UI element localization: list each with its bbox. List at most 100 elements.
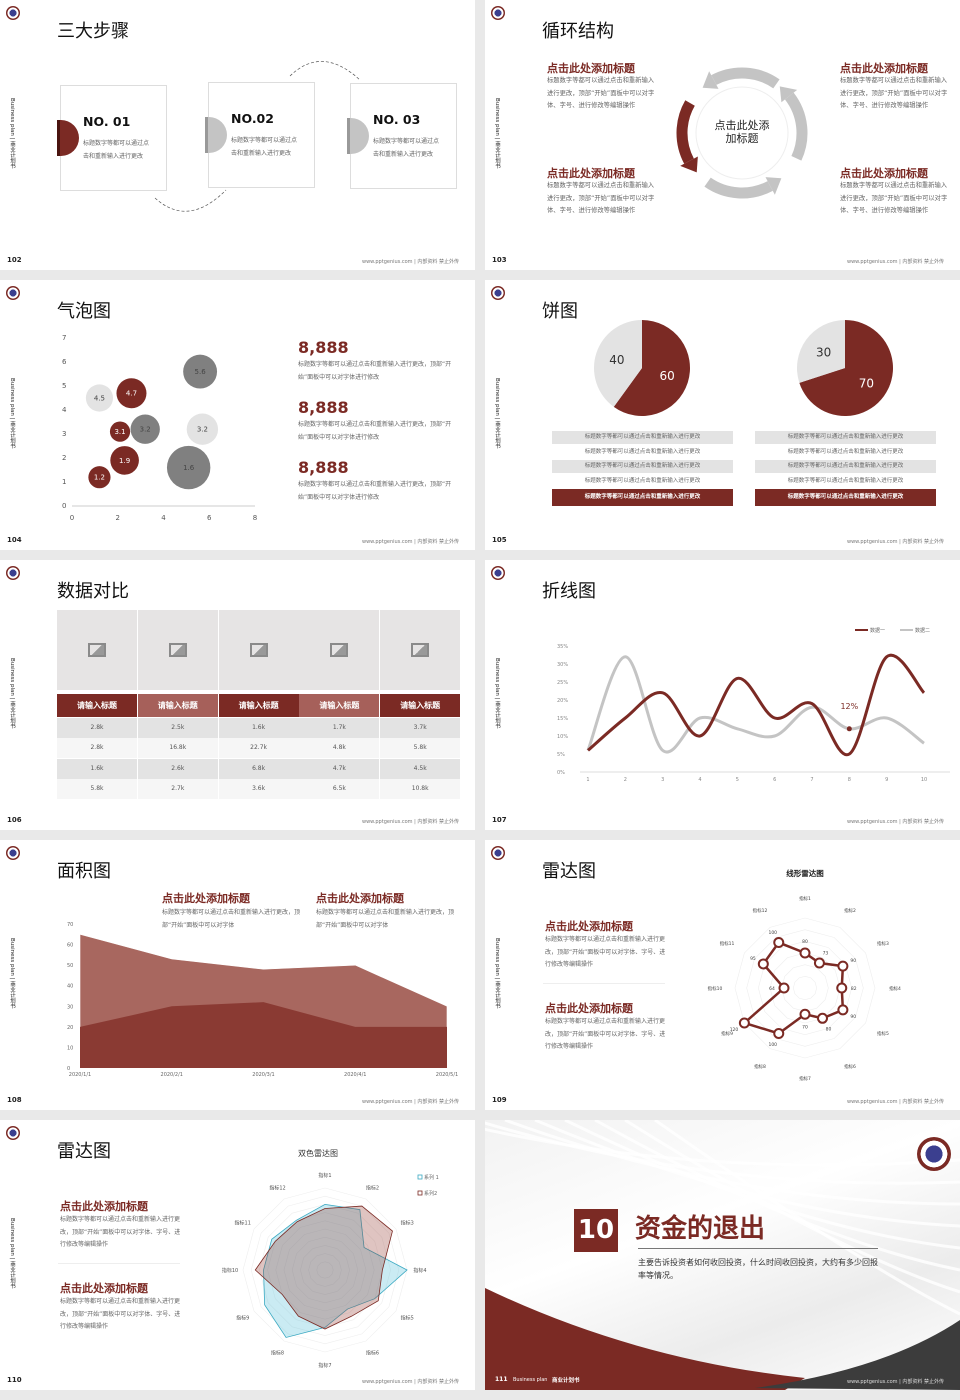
pie-slice [594, 320, 642, 407]
x-tick-label: 7 [810, 777, 813, 783]
axis-label: 指标8 [271, 1349, 284, 1356]
section-title: 资金的退出 [635, 1214, 766, 1244]
radar-grid-ring [316, 1261, 334, 1279]
item-body: 标题数字等都可以通过点击和重新输入进行更改，顶部“开始”面板中可以对字体、字号、… [545, 1018, 666, 1050]
column-header: 请输入标题 [137, 694, 218, 717]
y-tick-label: 15% [557, 716, 568, 722]
slide-110[interactable]: 雷达图 Business plan | 商业计划书 110 www.pptgenius… [0, 1120, 475, 1390]
slide-title: 折线图 [542, 581, 596, 602]
y-tick-label: 2 [62, 454, 66, 462]
item-heading: 点击此处添加标题 [60, 1200, 148, 1213]
slide-105[interactable]: 饼图 Business plan | 商业计划书 105 www.pptgenius.… [485, 280, 960, 550]
logo-icon [6, 286, 20, 300]
radar-point [799, 947, 811, 959]
image-placeholder[interactable] [57, 610, 137, 690]
logo-icon [917, 1137, 951, 1171]
y-tick-label: 70 [67, 922, 73, 928]
decorative-curve [564, 1120, 960, 1250]
x-tick-label: 4 [698, 777, 701, 783]
item-heading: 点击此处添加标题 [60, 1282, 148, 1295]
table-cell: 2.5k [137, 718, 218, 738]
x-tick-label: 2020/5/1 [436, 1072, 458, 1078]
slide-103[interactable]: 循环结构 Business plan | 商业计划书 103 www.pptgeniu… [485, 0, 960, 270]
stat-value: 8,888 [298, 338, 349, 357]
graphic: 0 10 20 30 40 50 60 70 2020/1/1 2020/2/1 2020/3/1 2… [67, 922, 458, 1078]
x-tick-label: 2020/2/1 [161, 1072, 183, 1078]
radar-grid-ring [300, 1245, 350, 1295]
x-tick-label: 2020/3/1 [252, 1072, 274, 1078]
pie-table-row: 标题数字等都可以通过点击和重新输入进行更改 [755, 460, 936, 474]
graphic: 60 40 70 30 [594, 320, 893, 416]
cycle-arrow [784, 92, 808, 161]
y-tick-label: 0 [67, 1066, 70, 1072]
legend-label: 数据二 [915, 627, 930, 634]
radar-point [773, 937, 785, 949]
y-tick-label: 5% [557, 752, 565, 758]
slide-title: 雷达图 [542, 861, 596, 882]
image-placeholder[interactable] [137, 610, 218, 690]
image-add-icon[interactable] [411, 643, 430, 657]
footer-text: www.pptgenius.com | 内部资料 禁止外传 [846, 539, 944, 545]
chart-title: 线形雷达图 [786, 868, 824, 878]
center-title: 点击此处添加标题 [714, 119, 770, 145]
image-add-icon[interactable] [88, 643, 106, 657]
bubble-label: 1.6 [183, 464, 195, 472]
radar-point [799, 1008, 811, 1020]
column-header: 请输入标题 [380, 694, 461, 717]
pie-label: 40 [609, 353, 624, 367]
footer-text: www.pptgenius.com | 内部资料 禁止外传 [361, 259, 459, 265]
cycle-arrow [711, 67, 780, 89]
divider [638, 1248, 878, 1249]
slide-102[interactable]: 三大步骤 Business plan | 商业计划书 102 www.pptgeniu… [0, 0, 475, 270]
axis-label: 指标6 [366, 1349, 379, 1356]
graphic: 线形雷达图 80 73 90 82 90 80 70 100 120 64 95 100 指标1 指标2 指标… [708, 868, 901, 1082]
bubble-label: 4.7 [126, 390, 137, 398]
radar-point [837, 1004, 849, 1016]
image-add-icon[interactable] [330, 643, 349, 657]
dashed-arrow [154, 189, 227, 212]
table-cell: 2.8k [57, 738, 137, 759]
decorative-curve [534, 1120, 960, 1228]
image-placeholder[interactable] [380, 610, 461, 690]
slide-106[interactable]: 数据对比 Business plan | 商业计划书 106 www.pptgeniu… [0, 560, 475, 830]
axis-label: 指标4 [889, 985, 901, 992]
x-tick-label: 2 [624, 777, 627, 783]
half-circle-icon [57, 120, 79, 156]
stat-value: 8,888 [298, 398, 349, 417]
slide-104[interactable]: 气泡图 Business plan | 商业计划书 104 www.pptgenius… [0, 280, 475, 550]
item-body: 标题数字等都可以通过点击和重新输入进行更改，顶部“开始”面板中可以对字体、字号、… [840, 77, 948, 109]
radar-grid-ring [283, 1228, 367, 1312]
axis-label: 指标10 [222, 1267, 238, 1274]
radar-point [817, 1012, 828, 1024]
step-number: NO. 01 [83, 114, 131, 129]
axis-label: 指标7 [799, 1075, 811, 1082]
image-placeholder[interactable] [218, 610, 299, 690]
radar-point [778, 982, 790, 994]
image-add-icon[interactable] [168, 643, 187, 657]
bubble [130, 414, 160, 444]
slide-107[interactable]: 折线图 Business plan | 商业计划书 107 www.pptgenius… [485, 560, 960, 830]
dashed-arrow [289, 61, 361, 81]
x-tick-label: 0 [70, 514, 74, 522]
image-add-icon[interactable] [249, 643, 268, 657]
item-body: 标题数字等都可以通过点击和重新输入进行更改，顶部“开始”面板中可以对字体 [162, 909, 301, 929]
slide-109[interactable]: 雷达图 Business plan | 商业计划书 109 www.pptgenius… [485, 840, 960, 1110]
arrowhead-icon [702, 71, 719, 89]
y-tick-label: 0% [557, 770, 565, 776]
logo-icon [491, 286, 505, 300]
slide-108[interactable]: 面积图 Business plan | 商业计划书 108 www.pptgenius… [0, 840, 475, 1110]
chart-title: 双色雷达图 [298, 1148, 338, 1158]
arrowhead-icon [779, 86, 798, 103]
pie-slice [799, 320, 893, 416]
image-placeholder[interactable] [299, 610, 380, 690]
slide-111[interactable]: 10 资金的退出 主要告诉投资者如何收回投资，什么时间收回投资，大约有多少回报率等情… [485, 1120, 960, 1390]
graphic [676, 67, 808, 199]
bubble [166, 445, 211, 490]
half-circle-icon [205, 117, 227, 153]
table-cell: 3.7k [380, 718, 461, 738]
page-number: 106 [7, 816, 22, 824]
annotation-point [846, 726, 852, 732]
item-body: 标题数字等都可以通过点击和重新输入进行更改，顶部“开始”面板中可以对字体、字号、… [60, 1298, 181, 1330]
axis-label: 指标6 [844, 1063, 856, 1070]
arrowhead-icon [765, 177, 782, 195]
